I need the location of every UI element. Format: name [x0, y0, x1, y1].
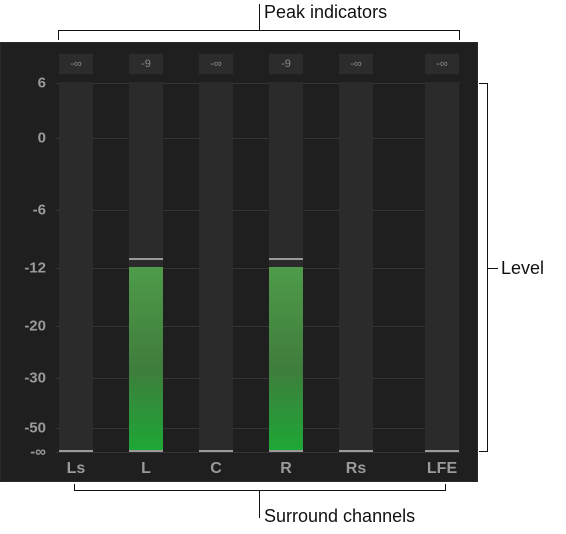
scale-tick-label: -6	[32, 201, 46, 219]
peak-hold-line-l	[129, 258, 163, 260]
surround-channels-bracket	[74, 490, 446, 491]
channel-floor-line	[339, 450, 373, 452]
channel-track-c	[199, 82, 233, 452]
gridline	[56, 326, 460, 327]
gridline	[56, 83, 460, 84]
surround-channels-bracket-right-tick	[445, 484, 446, 491]
channel-floor-line	[59, 450, 93, 452]
peak-indicators-callout: Peak indicators	[264, 2, 388, 22]
scale-tick-label: -50	[24, 419, 46, 437]
peak-hold-line-r	[269, 258, 303, 260]
scale-tick-label: -30	[24, 369, 46, 387]
channel-label-ls: Ls	[66, 460, 86, 477]
level-bracket-stem	[488, 268, 498, 269]
channel-label-lfe: LFE	[426, 460, 458, 477]
channel-label-rs: Rs	[345, 460, 367, 477]
peak-indicators-bracket	[58, 30, 460, 31]
peak-indicator-c[interactable]: -∞	[199, 54, 233, 74]
scale-tick-label: 0	[37, 129, 46, 147]
peak-indicator-lfe[interactable]: -∞	[425, 54, 459, 74]
level-bracket-top-tick	[479, 83, 488, 84]
gridline	[56, 378, 460, 379]
gridline	[56, 210, 460, 211]
peak-indicator-rs[interactable]: -∞	[339, 54, 373, 74]
channel-floor-line	[199, 450, 233, 452]
gridline	[56, 428, 460, 429]
channel-track-ls	[59, 82, 93, 452]
scale-tick-label: -12	[24, 259, 46, 277]
surround-channels-bracket-left-tick	[74, 484, 75, 491]
channel-label-r: R	[280, 460, 292, 477]
level-bracket	[487, 83, 488, 452]
channel-track-r	[269, 82, 303, 452]
channel-floor-line	[269, 450, 303, 452]
surround-channels-callout: Surround channels	[264, 506, 416, 526]
scale-tick-label: 6	[37, 74, 46, 92]
peak-indicators-bracket-stem	[259, 4, 260, 30]
peak-indicator-ls[interactable]: -∞	[59, 54, 93, 74]
surround-channels-bracket-stem	[259, 490, 260, 518]
channel-label-l: L	[141, 460, 151, 477]
channel-track-lfe	[425, 82, 459, 452]
peak-indicators-bracket-left-tick	[58, 30, 59, 40]
channel-label-c: C	[210, 460, 222, 477]
level-fill-l	[129, 267, 163, 452]
channel-floor-line	[129, 450, 163, 452]
level-fill-r	[269, 267, 303, 452]
gridline	[56, 138, 460, 139]
scale-tick-label: -∞	[30, 443, 46, 461]
scale-tick-label: -20	[24, 317, 46, 335]
level-bracket-bottom-tick	[479, 451, 488, 452]
gridline	[56, 452, 460, 453]
peak-indicator-r[interactable]: -9	[269, 54, 303, 74]
peak-indicators-bracket-right-tick	[459, 30, 460, 40]
surround-level-meter: 6 0 -6 -12 -20 -30 -50 -∞ -∞ Ls -9 L -∞ C -9 R -∞ Rs -∞ LF…	[0, 42, 478, 482]
channel-track-rs	[339, 82, 373, 452]
level-callout: Level	[501, 258, 545, 278]
peak-indicator-l[interactable]: -9	[129, 54, 163, 74]
channel-floor-line	[425, 450, 459, 452]
gridline	[56, 268, 460, 269]
channel-track-l	[129, 82, 163, 452]
